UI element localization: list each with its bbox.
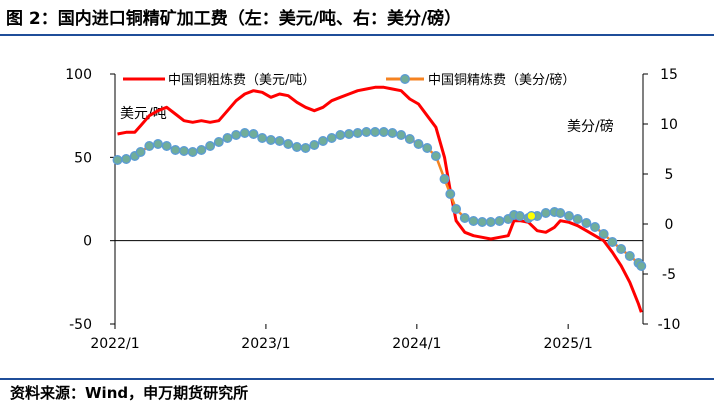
y-left-tick-label: 0 <box>83 234 92 250</box>
refining-fee-point <box>616 244 627 254</box>
refining-fee-point <box>274 136 285 146</box>
refining-fee-point <box>170 145 181 155</box>
figure-title: 图 2：国内进口铜精矿加工费（左：美元/吨、右：美分/磅） <box>6 9 462 29</box>
refining-fee-point <box>135 147 146 157</box>
refining-fee-point <box>112 155 123 165</box>
refining-fee-point <box>581 218 592 228</box>
y-left-tick-label: 100 <box>65 67 92 83</box>
refining-fee-point <box>196 145 207 155</box>
y-right-tick-label: -10 <box>658 317 681 333</box>
refining-fee-point <box>439 174 450 184</box>
y-right-tick-label: 15 <box>660 67 678 83</box>
refining-fee-point <box>378 127 389 137</box>
refining-fee-point <box>413 139 424 149</box>
refining-fee-point <box>283 139 294 149</box>
refining-fee-point <box>590 222 600 232</box>
figure-source: 资料来源：Wind，申万期货研究所 <box>10 384 249 402</box>
refining-fee-point <box>205 141 216 151</box>
y-right-tick-label: -5 <box>662 267 676 283</box>
refining-fee-point <box>161 141 172 151</box>
x-tick-label: 2023/1 <box>241 336 290 352</box>
refining-fee-point <box>265 135 276 145</box>
refining-fee-point <box>318 136 328 146</box>
refining-fee-point <box>248 129 259 139</box>
refining-fee-point <box>300 143 311 153</box>
refining-fee-point <box>636 261 647 271</box>
refining-fee-point <box>370 127 381 137</box>
y-right-tick-label: 10 <box>660 117 678 133</box>
y-right-tick-label: 0 <box>665 217 674 233</box>
highlight-point <box>526 211 537 221</box>
refining-fee-point <box>430 151 441 161</box>
series-layer <box>112 85 647 313</box>
refining-fee-point <box>477 217 488 227</box>
refining-fee-point <box>451 204 462 214</box>
refining-fee-point <box>540 208 551 218</box>
refining-fee-point <box>291 142 302 152</box>
refining-fee-point <box>239 128 250 138</box>
refining-fee-point <box>213 137 224 147</box>
title-divider <box>0 34 714 36</box>
refining-fee-point <box>494 216 505 226</box>
refining-fee-point <box>485 217 496 227</box>
refining-fee-point <box>121 154 132 164</box>
refining-fee-point <box>607 237 618 247</box>
refining-fee-point <box>309 140 320 150</box>
refining-fee-point <box>257 133 268 143</box>
y-left-tick-label: 50 <box>74 150 92 166</box>
y-right-axis-label: 美分/磅 <box>567 118 614 135</box>
x-tick-label: 2022/1 <box>90 336 139 352</box>
refining-fee-point <box>361 127 372 137</box>
refining-fee-point <box>344 129 354 139</box>
smelting-fee-line <box>117 85 643 313</box>
refining-fee-point <box>352 128 363 138</box>
y-right-tick-label: 5 <box>665 167 674 183</box>
refining-fee-point <box>335 130 346 140</box>
refining-fee-point <box>396 130 407 140</box>
refining-fee-point <box>222 133 233 143</box>
refining-fee-point <box>514 211 525 221</box>
refining-fee-point <box>179 146 189 156</box>
refining-fee-point <box>572 214 583 224</box>
legend: 中国铜粗炼费（美元/吨） 中国铜精炼费（美分/磅） <box>123 72 575 88</box>
refining-fee-point <box>422 143 433 153</box>
y-left-tick-label: -50 <box>69 317 92 333</box>
refining-fee-point <box>231 130 242 140</box>
refining-fee-point <box>387 128 398 138</box>
refining-fee-point <box>555 208 566 218</box>
refining-fee-point <box>564 211 574 221</box>
legend-marker-refining <box>400 74 410 84</box>
refining-fee-point <box>624 251 635 261</box>
refining-fee-point <box>404 134 415 144</box>
y-left-axis-label: 美元/吨 <box>120 106 167 122</box>
refining-fee-point <box>153 139 163 149</box>
legend-label-refining: 中国铜精炼费（美分/磅） <box>428 72 575 88</box>
refining-fee-point <box>445 189 456 199</box>
refining-fee-point <box>326 133 337 143</box>
refining-fee-point <box>468 216 479 226</box>
refining-fee-point <box>598 229 609 239</box>
x-tick-label: 2024/1 <box>392 336 441 352</box>
x-tick-label: 2025/1 <box>544 336 593 352</box>
refining-fee-point <box>187 147 198 157</box>
legend-label-smelting: 中国铜粗炼费（美元/吨） <box>168 73 315 88</box>
refining-fee-point <box>459 213 470 223</box>
refining-fee-point <box>144 141 155 151</box>
source-divider <box>0 378 714 380</box>
